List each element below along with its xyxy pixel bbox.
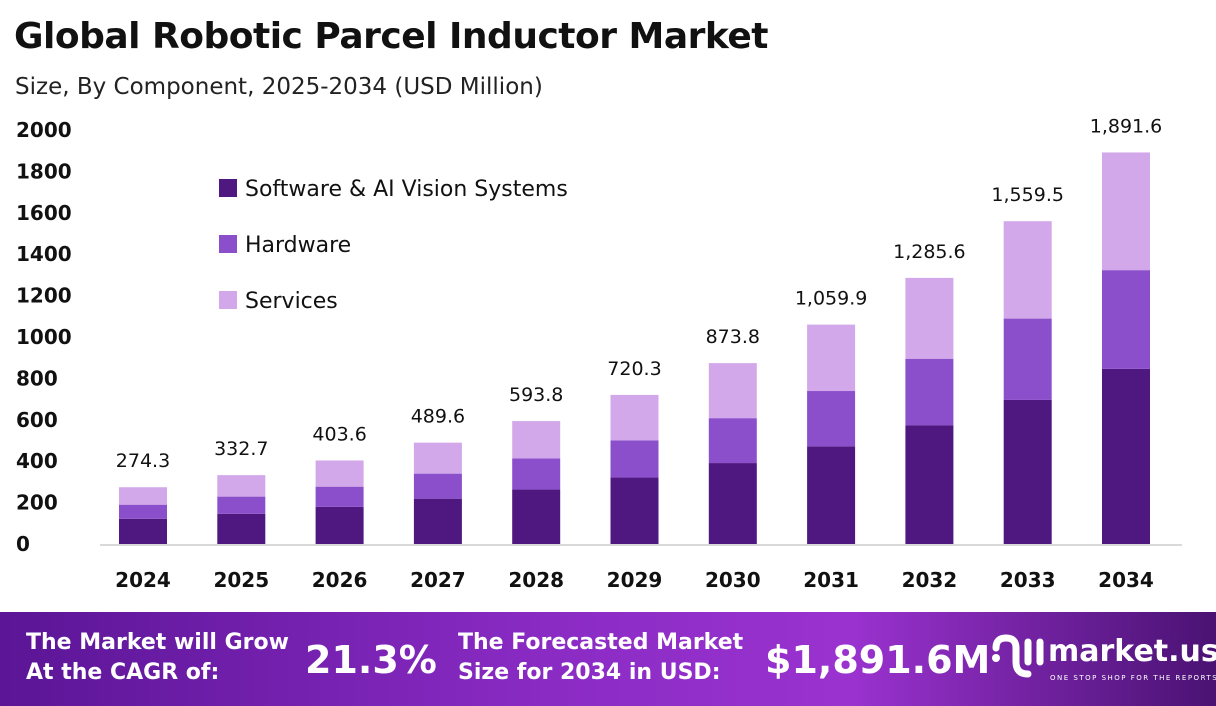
- bar-total-label: 332.7: [214, 438, 268, 460]
- x-tick-label: 2026: [312, 568, 368, 592]
- logo-tagline: ONE STOP SHOP FOR THE REPORTS: [1050, 674, 1216, 682]
- logo-name: market.us: [1048, 634, 1216, 669]
- bar-segment-services: [315, 460, 364, 487]
- cagr-label: The Market will Grow At the CAGR of:: [26, 628, 289, 688]
- bar-segment-software: [1003, 399, 1052, 544]
- x-tick-label: 2034: [1098, 568, 1154, 592]
- bar-segment-services: [905, 277, 954, 359]
- bar-segment-software: [807, 446, 856, 544]
- cagr-label-line2: At the CAGR of:: [26, 660, 220, 685]
- legend-label: Software & AI Vision Systems: [245, 177, 568, 202]
- bar-segment-hardware: [610, 440, 659, 478]
- bar-segment-software: [905, 425, 954, 544]
- bar-segment-services: [708, 363, 757, 419]
- bar-segment-software: [413, 498, 462, 544]
- forecast-label-line2: Size for 2034 in USD:: [458, 660, 721, 685]
- forecast-label-line1: The Forecasted Market: [458, 630, 744, 655]
- bar-segment-services: [1102, 152, 1150, 271]
- chart-title: Global Robotic Parcel Inductor Market: [14, 16, 769, 57]
- bar-segment-hardware: [905, 358, 954, 426]
- x-tick-label: 2032: [902, 568, 958, 592]
- bar-segment-hardware: [1102, 270, 1150, 369]
- summary-banner: The Market will Grow At the CAGR of: 21.…: [0, 612, 1216, 706]
- bar-segment-services: [807, 324, 856, 392]
- bar-segment-services: [217, 475, 266, 497]
- x-tick-label: 2027: [410, 568, 466, 592]
- bar-segment-hardware: [708, 418, 757, 464]
- legend-swatch: [219, 291, 237, 309]
- bar-segment-hardware: [119, 504, 167, 519]
- y-tick-label: 1200: [16, 284, 72, 308]
- bar-segment-services: [610, 394, 659, 441]
- forecast-value: $1,891.6M: [765, 638, 991, 682]
- bar-segment-software: [315, 506, 364, 544]
- x-tick-label: 2029: [607, 568, 663, 592]
- bar-total-label: 1,891.6: [1090, 115, 1163, 137]
- forecast-label: The Forecasted Market Size for 2034 in U…: [458, 628, 743, 688]
- bar-segment-software: [217, 513, 266, 544]
- y-tick-label: 1600: [16, 201, 72, 225]
- bar-segment-software: [1102, 368, 1150, 544]
- bar-total-label: 403.6: [312, 423, 366, 445]
- y-tick-label: 0: [16, 532, 30, 556]
- y-tick-label: 1000: [16, 325, 72, 349]
- bar-segment-software: [119, 518, 167, 544]
- bar-total-label: 489.6: [411, 406, 465, 428]
- x-tick-label: 2028: [508, 568, 564, 592]
- legend-swatch: [219, 235, 237, 253]
- logo-mark-icon: [992, 634, 1044, 678]
- bar-chart: 0 200 400 600 800 1000 1200 1400 1600 1800 2000 274…: [16, 115, 1182, 592]
- bar-segment-software: [610, 477, 659, 544]
- bar-segment-services: [413, 442, 462, 474]
- y-tick-label: 1400: [16, 242, 72, 266]
- bar-total-label: 720.3: [607, 358, 661, 380]
- bar-total-label: 873.8: [706, 326, 760, 348]
- x-tick-label: 2024: [115, 568, 171, 592]
- bar-segment-hardware: [512, 458, 561, 490]
- bar-segment-software: [708, 463, 757, 544]
- x-tick-label: 2025: [213, 568, 269, 592]
- x-tick-label: 2033: [1000, 568, 1056, 592]
- y-tick-label: 2000: [16, 118, 72, 142]
- y-tick-label: 1800: [16, 159, 72, 183]
- bar-segment-hardware: [807, 391, 856, 447]
- chart-subtitle: Size, By Component, 2025-2034 (USD Milli…: [15, 74, 543, 100]
- y-tick-label: 600: [16, 408, 58, 432]
- legend-swatch: [219, 179, 237, 197]
- bar-segment-hardware: [1003, 318, 1052, 400]
- legend-label: Hardware: [245, 233, 351, 258]
- bar-total-label: 274.3: [116, 450, 170, 472]
- cagr-label-line1: The Market will Grow: [26, 630, 289, 655]
- bar-segment-hardware: [413, 473, 462, 499]
- market-us-logo: market.us ONE STOP SHOP FOR THE REPORTS: [990, 632, 1216, 686]
- y-tick-label: 800: [16, 366, 58, 390]
- cagr-value: 21.3%: [305, 638, 437, 682]
- legend-label: Services: [245, 289, 338, 314]
- x-tick-label: 2030: [705, 568, 761, 592]
- bar-total-label: 1,285.6: [893, 241, 966, 263]
- bar-total-label: 593.8: [509, 384, 563, 406]
- bar-segment-services: [512, 421, 561, 459]
- bar-segment-software: [512, 489, 561, 544]
- bar-total-label: 1,059.9: [795, 288, 868, 310]
- y-tick-label: 200: [16, 491, 58, 515]
- bar-total-label: 1,559.5: [991, 184, 1064, 206]
- bar-segment-hardware: [217, 496, 266, 514]
- bar-segment-services: [1003, 221, 1052, 319]
- bar-segment-services: [119, 487, 167, 505]
- bar-segment-hardware: [315, 486, 364, 507]
- x-tick-label: 2031: [803, 568, 859, 592]
- y-tick-label: 400: [16, 449, 58, 473]
